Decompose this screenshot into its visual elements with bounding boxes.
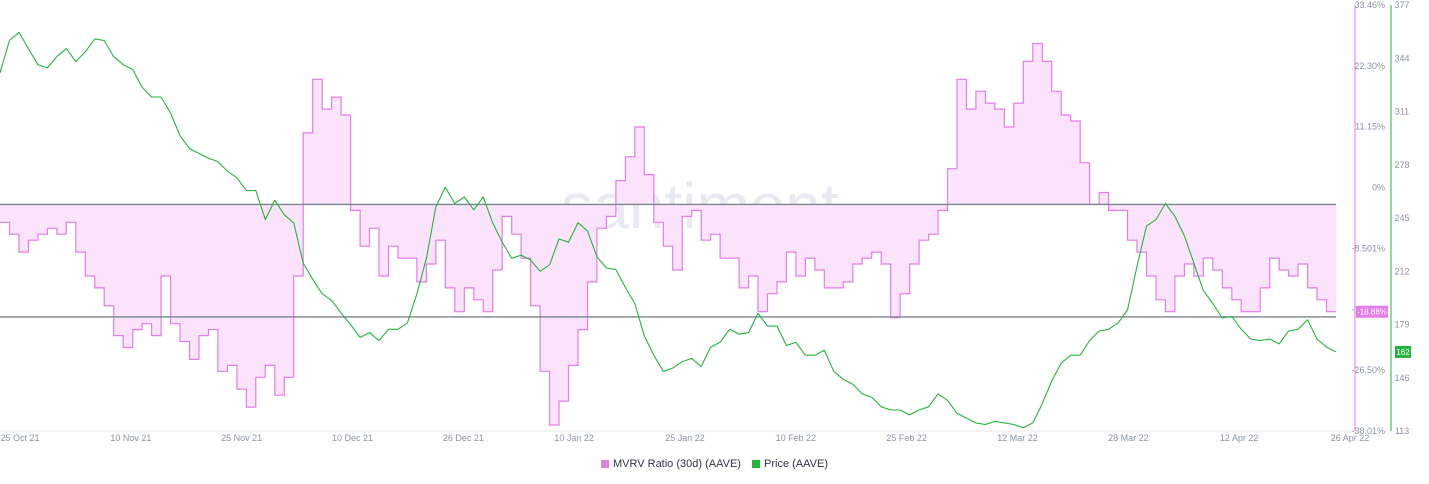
mvrv-tick-label: 33.46% bbox=[1354, 0, 1385, 10]
mvrv-series bbox=[0, 42, 1336, 426]
x-tick-label: 10 Feb 22 bbox=[776, 433, 817, 443]
mvrv-line bbox=[0, 42, 1336, 426]
legend-label-mvrv: MVRV Ratio (30d) (AAVE) bbox=[612, 458, 741, 470]
price-tick-label: 377 bbox=[1394, 0, 1409, 10]
price-tick-label: 245 bbox=[1394, 213, 1409, 223]
x-tick-label: 25 Jan 22 bbox=[665, 433, 705, 443]
price-tick-label: 344 bbox=[1394, 53, 1409, 63]
price-tick-label: 179 bbox=[1394, 320, 1409, 330]
price-tick-label: 212 bbox=[1394, 266, 1409, 276]
price-tick-label: 311 bbox=[1395, 107, 1409, 117]
x-tick-label: 25 Nov 21 bbox=[221, 433, 262, 443]
mvrv-swatch-icon bbox=[600, 460, 609, 468]
legend-item-price[interactable]: Price (AAVE) bbox=[752, 458, 828, 470]
mvrv-current-badge bbox=[1356, 305, 1388, 318]
mvrv-tick-label: 0% bbox=[1372, 183, 1385, 193]
x-tick-label: 25 Feb 22 bbox=[886, 433, 927, 443]
x-tick-label: 26 Apr 22 bbox=[1331, 433, 1370, 443]
x-tick-label: 10 Nov 21 bbox=[110, 433, 151, 443]
price-series bbox=[0, 31, 1337, 429]
mvrv-current-label: -18.88% bbox=[1357, 308, 1387, 317]
x-tick-label: 10 Jan 22 bbox=[554, 433, 594, 443]
legend: MVRV Ratio (30d) (AAVE) Price (AAVE) bbox=[0, 458, 1429, 471]
legend-item-mvrv[interactable]: MVRV Ratio (30d) (AAVE) bbox=[600, 458, 741, 470]
reference-lines bbox=[0, 203, 1336, 318]
mvrv-tick-label: -26.50% bbox=[1351, 365, 1385, 375]
price-current-badge bbox=[1395, 345, 1411, 358]
axes: 25 Oct 21 10 Nov 21 25 Nov 21 10 Dec 21 26 D… bbox=[0, 0, 1411, 443]
price-line bbox=[0, 31, 1337, 429]
price-current-label: 162 bbox=[1396, 348, 1410, 357]
price-tick-label: 113 bbox=[1395, 426, 1409, 436]
mvrv-area bbox=[0, 43, 1336, 425]
mvrv-tick-label: 22.30% bbox=[1354, 61, 1385, 71]
x-tick-label: 10 Dec 21 bbox=[332, 433, 373, 443]
x-tick-label: 25 Oct 21 bbox=[0, 433, 39, 443]
price-tick-label: 146 bbox=[1394, 373, 1409, 383]
mvrv-tick-label: -8.501% bbox=[1351, 243, 1385, 253]
legend-label-price: Price (AAVE) bbox=[764, 458, 828, 470]
mvrv-tick-label: 11.15% bbox=[1355, 122, 1385, 132]
x-tick-label: 28 Mar 22 bbox=[1108, 433, 1149, 443]
x-tick-label: 12 Apr 22 bbox=[1220, 433, 1259, 443]
x-tick-label: 12 Mar 22 bbox=[997, 433, 1038, 443]
mvrv-tick-label: -38.01% bbox=[1351, 426, 1385, 436]
x-tick-label: 26 Dec 21 bbox=[443, 433, 484, 443]
price-tick-label: 278 bbox=[1394, 160, 1409, 170]
price-swatch-icon bbox=[752, 460, 761, 468]
